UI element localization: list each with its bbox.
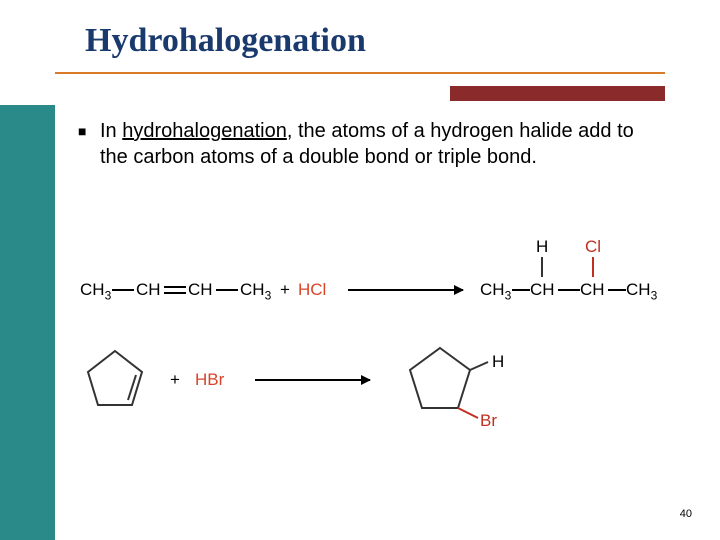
r1-arrow	[348, 289, 463, 291]
r1-plus: +	[280, 280, 290, 300]
bullet-text: ■ In hydrohalogenation, the atoms of a h…	[100, 118, 660, 170]
sidebar-accent	[0, 105, 55, 540]
r1-pbond2	[558, 289, 580, 291]
r1-ch3-left: CH3	[80, 280, 111, 302]
r1-ch-1: CH	[136, 280, 161, 300]
r1-ch-2: CH	[188, 280, 213, 300]
chemistry-diagrams: CH3 CH CH CH3 + HCl H Cl CH3 CH CH CH3 +…	[80, 235, 670, 485]
r1-prod-ch1: CH	[530, 280, 555, 300]
r2-reagent: HBr	[195, 370, 224, 390]
r1-vbond-cl	[592, 257, 594, 277]
bullet-term: hydrohalogenation	[122, 120, 287, 142]
r1-prod-ch3r: CH3	[626, 280, 657, 302]
r1-bond1	[112, 289, 134, 291]
r1-pbond3	[608, 289, 626, 291]
r1-reagent: HCl	[298, 280, 326, 300]
r2-plus: +	[170, 370, 180, 390]
divider-thin	[55, 72, 665, 74]
r2-cyclopentane	[400, 340, 480, 420]
bullet-prefix: In	[100, 120, 122, 142]
r1-ch3-right: CH3	[240, 280, 271, 302]
r2-prod-br: Br	[480, 411, 497, 431]
r1-prod-cl: Cl	[585, 237, 601, 257]
r1-pbond1	[512, 289, 530, 291]
r2-cyclopentene	[80, 345, 150, 415]
r1-dbond2	[164, 292, 186, 294]
r1-vbond-h	[541, 257, 543, 277]
r2-prod-h: H	[492, 352, 504, 372]
bullet-marker: ■	[78, 122, 86, 140]
r1-prod-h: H	[536, 237, 548, 257]
r2-arrow	[255, 379, 370, 381]
r1-prod-ch3l: CH3	[480, 280, 511, 302]
page-number: 40	[680, 508, 692, 520]
r1-prod-ch2: CH	[580, 280, 605, 300]
r1-dbond1	[164, 286, 186, 288]
slide-title: Hydrohalogenation	[85, 22, 366, 60]
divider-thick	[450, 86, 665, 101]
r1-bond2	[216, 289, 238, 291]
